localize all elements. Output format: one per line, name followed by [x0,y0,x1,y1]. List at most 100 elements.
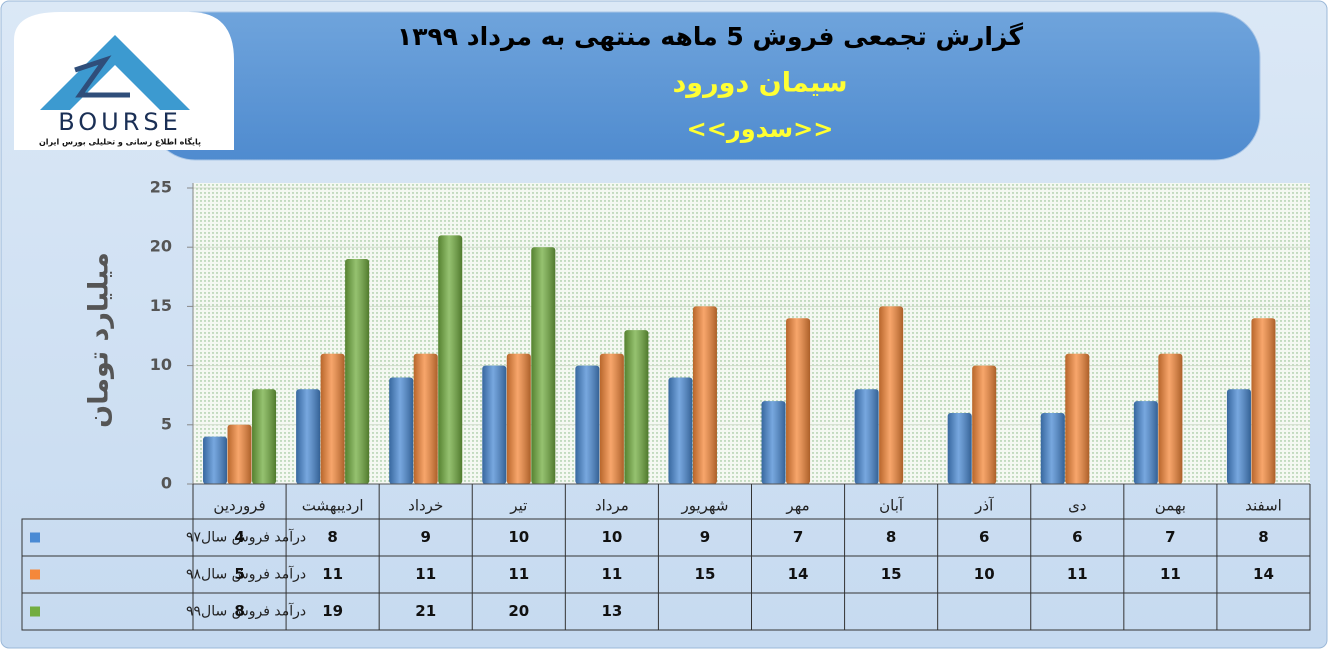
bar-shading [506,353,531,484]
x-tick-label: دی [1068,497,1086,515]
logo-background [14,12,234,150]
x-tick-label: اسفند [1245,497,1282,515]
chart-title: گزارش تجمعی فروش 5 ماهه منتهی به مرداد ۱… [397,22,1023,52]
y-tick-label: 25 [150,178,172,197]
bar-shading [320,353,345,484]
y-tick-label: 15 [150,296,172,315]
bar-group [761,401,786,484]
bar-group [575,365,600,484]
bar-shading [786,318,811,484]
bar-shading [1065,353,1090,484]
bar-group [413,353,438,484]
bar-group [1226,389,1251,484]
bar-shading [575,365,600,484]
bar-shading [761,401,786,484]
bar-shading [413,353,438,484]
legend-swatch [30,606,40,617]
bar-shading [972,365,997,484]
table-value: 10 [508,528,529,546]
bar-group [531,247,556,484]
bar-group [438,235,463,484]
bar-group [252,389,277,484]
table-value: 15 [881,565,902,583]
bar-group [1251,318,1276,484]
bar-group [854,389,879,484]
bar-shading [227,424,252,484]
bar-group [1040,412,1065,484]
table-value: 11 [601,565,622,583]
bar-group [879,306,904,484]
table-value: 7 [1165,528,1175,546]
bar-group [345,259,370,484]
table-value: 10 [974,565,995,583]
legend-swatch [30,532,40,543]
bar-shading [389,377,414,484]
y-axis-label: میلیارد تومان [84,252,115,428]
x-tick-label: خرداد [408,497,443,515]
x-tick-label: مهر [785,497,809,515]
y-tick-label: 20 [150,237,172,256]
table-value: 14 [788,565,809,583]
legend-label: درآمد فروش سال۹۷ [186,529,306,546]
bar-shading [692,306,717,484]
table-value: 11 [322,565,343,583]
bar-group [203,436,228,484]
bar-group [1065,353,1090,484]
bar-group [668,377,693,484]
bar-shading [203,436,228,484]
plot-area [193,183,1310,484]
y-tick-label: 10 [150,355,172,374]
table-value: 11 [508,565,529,583]
y-tick-label: 5 [161,414,172,433]
bar-shading [1226,389,1251,484]
x-tick-label: آذر [974,497,994,515]
bar-shading [879,306,904,484]
logo-tagline: پایگاه اطلاع رسانی و تحلیلی بورس ایران [39,137,201,148]
bar-group [786,318,811,484]
bar-group [296,389,321,484]
table-value: 21 [415,602,436,620]
bar-shading [854,389,879,484]
bar-group [624,330,649,484]
bar-shading [947,412,972,484]
x-tick-label: آبان [879,497,904,515]
bar-group [1133,401,1158,484]
y-tick-label: 0 [161,474,172,493]
table-value: 8 [327,528,337,546]
table-value: 20 [508,602,529,620]
chart-symbol: <<سدور>> [687,115,834,143]
bar-group [506,353,531,484]
table-value: 9 [700,528,710,546]
table-value: 9 [420,528,430,546]
x-tick-label: بهمن [1155,497,1186,515]
x-tick-label: مرداد [595,497,629,515]
bar-shading [624,330,649,484]
bar-shading [1158,353,1183,484]
legend-label: درآمد فروش سال۹۹ [186,603,306,620]
table-value: 4 [234,528,244,546]
table-value: 8 [1258,528,1268,546]
table-value: 6 [1072,528,1082,546]
table-value: 15 [695,565,716,583]
table-value: 6 [979,528,989,546]
bar-group [947,412,972,484]
bar-group [972,365,997,484]
logo-mark [40,35,190,110]
bar-shading [1133,401,1158,484]
bar-group [389,377,414,484]
bar-group [1158,353,1183,484]
table-value: 5 [234,565,244,583]
bar-group [320,353,345,484]
legend-swatch [30,569,40,580]
bar-shading [1040,412,1065,484]
bar-group [599,353,624,484]
table-value: 13 [601,602,622,620]
bar-shading [1251,318,1276,484]
logo-mark [74,55,130,98]
bar-shading [296,389,321,484]
table-value: 7 [793,528,803,546]
logo: BOURSE پایگاه اطلاع رسانی و تحلیلی بورس … [14,12,234,150]
bar-group [692,306,717,484]
table-value: 11 [1067,565,1088,583]
